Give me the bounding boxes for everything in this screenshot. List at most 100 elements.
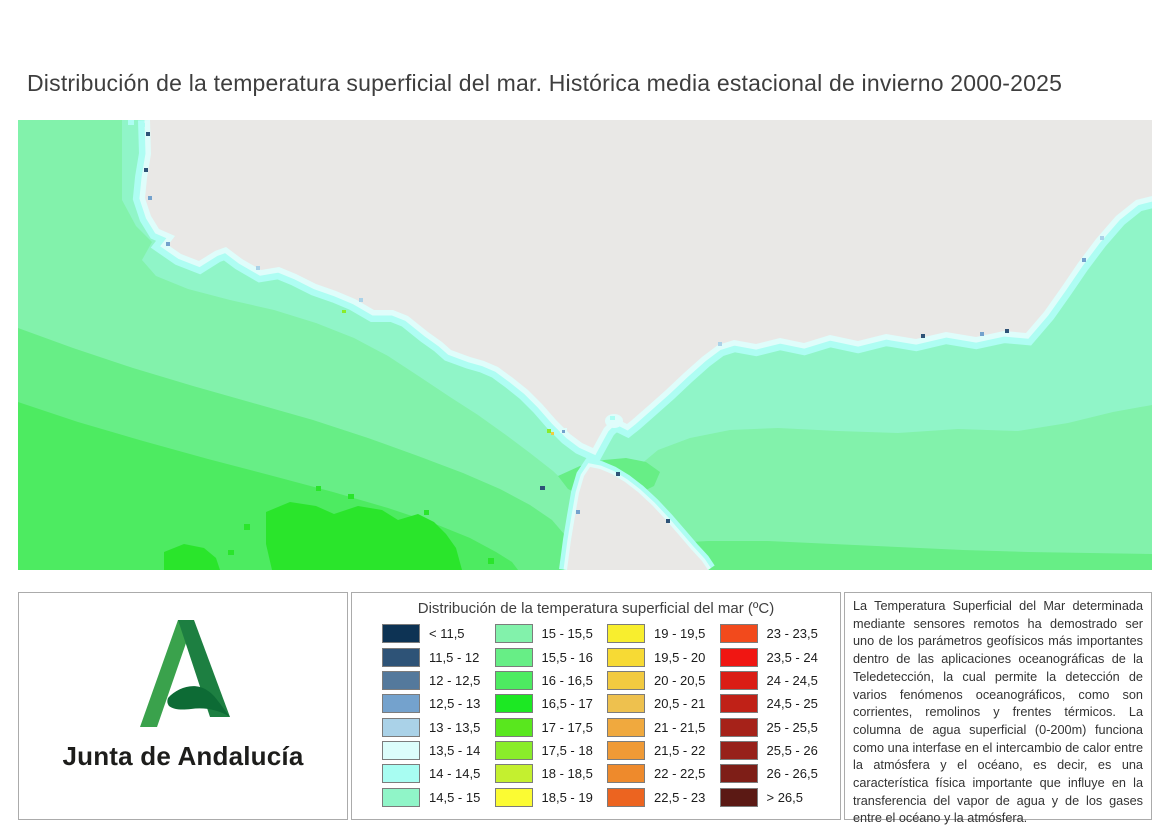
- legend-item: 15,5 - 16: [494, 645, 604, 668]
- legend-swatch: [607, 647, 645, 667]
- legend-item: 14,5 - 15: [382, 786, 491, 809]
- legend-label: 26 - 26,5: [766, 766, 818, 782]
- legend-item: 23,5 - 24: [719, 645, 829, 668]
- legend-label: 25,5 - 26: [766, 743, 818, 759]
- legend-item: 23 - 23,5: [719, 622, 829, 645]
- legend-item: 13 - 13,5: [382, 716, 491, 739]
- legend-item: 13,5 - 14: [382, 739, 491, 762]
- description-panel: La Temperatura Superficial del Mar deter…: [844, 592, 1152, 825]
- legend-item: 19,5 - 20: [607, 645, 716, 668]
- legend-swatch: [494, 741, 533, 761]
- legend-item: 16 - 16,5: [494, 669, 604, 692]
- legend-label: 14 - 14,5: [429, 766, 481, 782]
- legend-swatch: [607, 717, 645, 737]
- legend-item: 20 - 20,5: [607, 669, 716, 692]
- legend-label: 24,5 - 25: [766, 696, 818, 712]
- legend-swatch: [719, 717, 758, 737]
- legend-swatch: [382, 741, 420, 761]
- legend-label: 22,5 - 23: [654, 789, 706, 805]
- legend-swatch: [382, 764, 420, 784]
- legend-swatch: [719, 670, 758, 690]
- legend-label: 17,5 - 18: [541, 743, 593, 759]
- legend-item: 18,5 - 19: [494, 786, 604, 809]
- legend-label: > 26,5: [766, 789, 804, 805]
- legend-item: 17,5 - 18: [494, 739, 604, 762]
- coast-specks: [128, 120, 1104, 523]
- legend-swatch: [494, 647, 533, 667]
- legend-swatch: [607, 741, 645, 761]
- legend-swatch: [607, 764, 645, 784]
- legend-swatch: [494, 787, 533, 807]
- algeciras-bay: [560, 414, 623, 433]
- footer: Junta de Andalucía Distribución de la te…: [18, 592, 1152, 825]
- legend-label: 24 - 24,5: [766, 672, 818, 688]
- legend-item: 15 - 15,5: [494, 622, 604, 645]
- legend-label: 20 - 20,5: [654, 672, 706, 688]
- legend-label: 15 - 15,5: [541, 626, 593, 642]
- legend-title: Distribución de la temperatura superfici…: [417, 600, 775, 617]
- legend-item: 17 - 17,5: [494, 716, 604, 739]
- legend-item: 24 - 24,5: [719, 669, 829, 692]
- legend-label: 19,5 - 20: [654, 649, 706, 665]
- legend-swatch: [494, 624, 533, 644]
- legend-label: 13 - 13,5: [429, 719, 481, 735]
- legend-item: 22 - 22,5: [607, 762, 716, 785]
- legend-label: 12 - 12,5: [429, 672, 481, 688]
- legend-item: 21,5 - 22: [607, 739, 716, 762]
- legend-item: < 11,5: [382, 622, 491, 645]
- junta-andalucia-wordmark: Junta de Andalucía: [62, 741, 304, 771]
- legend-item: 22,5 - 23: [607, 786, 716, 809]
- sea-band-155-16-southeast: [574, 541, 1152, 570]
- legend-swatch: [382, 670, 420, 690]
- legend-grid: < 11,5 11,5 - 12 12 - 12,5 12,5 - 13 13 - 13…: [352, 620, 840, 819]
- legend-swatch: [719, 647, 758, 667]
- legend-swatch: [719, 741, 758, 761]
- legend-label: 23 - 23,5: [766, 626, 818, 642]
- legend-swatch: [719, 624, 758, 644]
- legend-item: 11,5 - 12: [382, 645, 491, 668]
- legend-label: 22 - 22,5: [654, 766, 706, 782]
- legend-swatch: [382, 647, 420, 667]
- legend-label: 14,5 - 15: [429, 789, 481, 805]
- legend-item: 24,5 - 25: [719, 692, 829, 715]
- legend-label: 20,5 - 21: [654, 696, 706, 712]
- page-title: Distribución de la temperatura superfici…: [27, 70, 1063, 96]
- legend-label: 16 - 16,5: [541, 672, 593, 688]
- legend-item: 12,5 - 13: [382, 692, 491, 715]
- legend-swatch: [719, 787, 758, 807]
- legend-label: 21,5 - 22: [654, 743, 706, 759]
- legend-swatch: [607, 694, 645, 714]
- legend-swatch: [382, 787, 420, 807]
- legend-item: 19 - 19,5: [607, 622, 716, 645]
- legend-swatch: [719, 764, 758, 784]
- land-spain: [145, 120, 1152, 448]
- legend-swatch: [607, 670, 645, 690]
- legend-swatch: [382, 694, 420, 714]
- legend-label: 21 - 21,5: [654, 719, 706, 735]
- legend-label: 15,5 - 16: [541, 649, 593, 665]
- legend-label: 23,5 - 24: [766, 649, 818, 665]
- sea-band-165-17: [164, 486, 494, 570]
- description-text: La Temperatura Superficial del Mar deter…: [853, 599, 1143, 826]
- legend-label: 19 - 19,5: [654, 626, 706, 642]
- legend-label: 12,5 - 13: [429, 696, 481, 712]
- land-morocco: [567, 467, 708, 570]
- legend-item: 25 - 25,5: [719, 716, 829, 739]
- sst-map: [18, 120, 1152, 570]
- legend-label: 11,5 - 12: [429, 649, 480, 665]
- legend-panel: Distribución de la temperatura superfici…: [351, 592, 841, 820]
- legend-item: 26 - 26,5: [719, 762, 829, 785]
- legend-item: 16,5 - 17: [494, 692, 604, 715]
- legend-label: 16,5 - 17: [541, 696, 593, 712]
- legend-label: 25 - 25,5: [766, 719, 818, 735]
- legend-item: 20,5 - 21: [607, 692, 716, 715]
- legend-item: 12 - 12,5: [382, 669, 491, 692]
- legend-swatch: [382, 717, 420, 737]
- legend-label: 13,5 - 14: [429, 743, 481, 759]
- legend-item: > 26,5: [719, 786, 829, 809]
- legend-label: 18 - 18,5: [541, 766, 593, 782]
- legend-swatch: [607, 787, 645, 807]
- legend-item: 21 - 21,5: [607, 716, 716, 739]
- legend-swatch: [494, 670, 533, 690]
- legend-swatch: [382, 624, 420, 644]
